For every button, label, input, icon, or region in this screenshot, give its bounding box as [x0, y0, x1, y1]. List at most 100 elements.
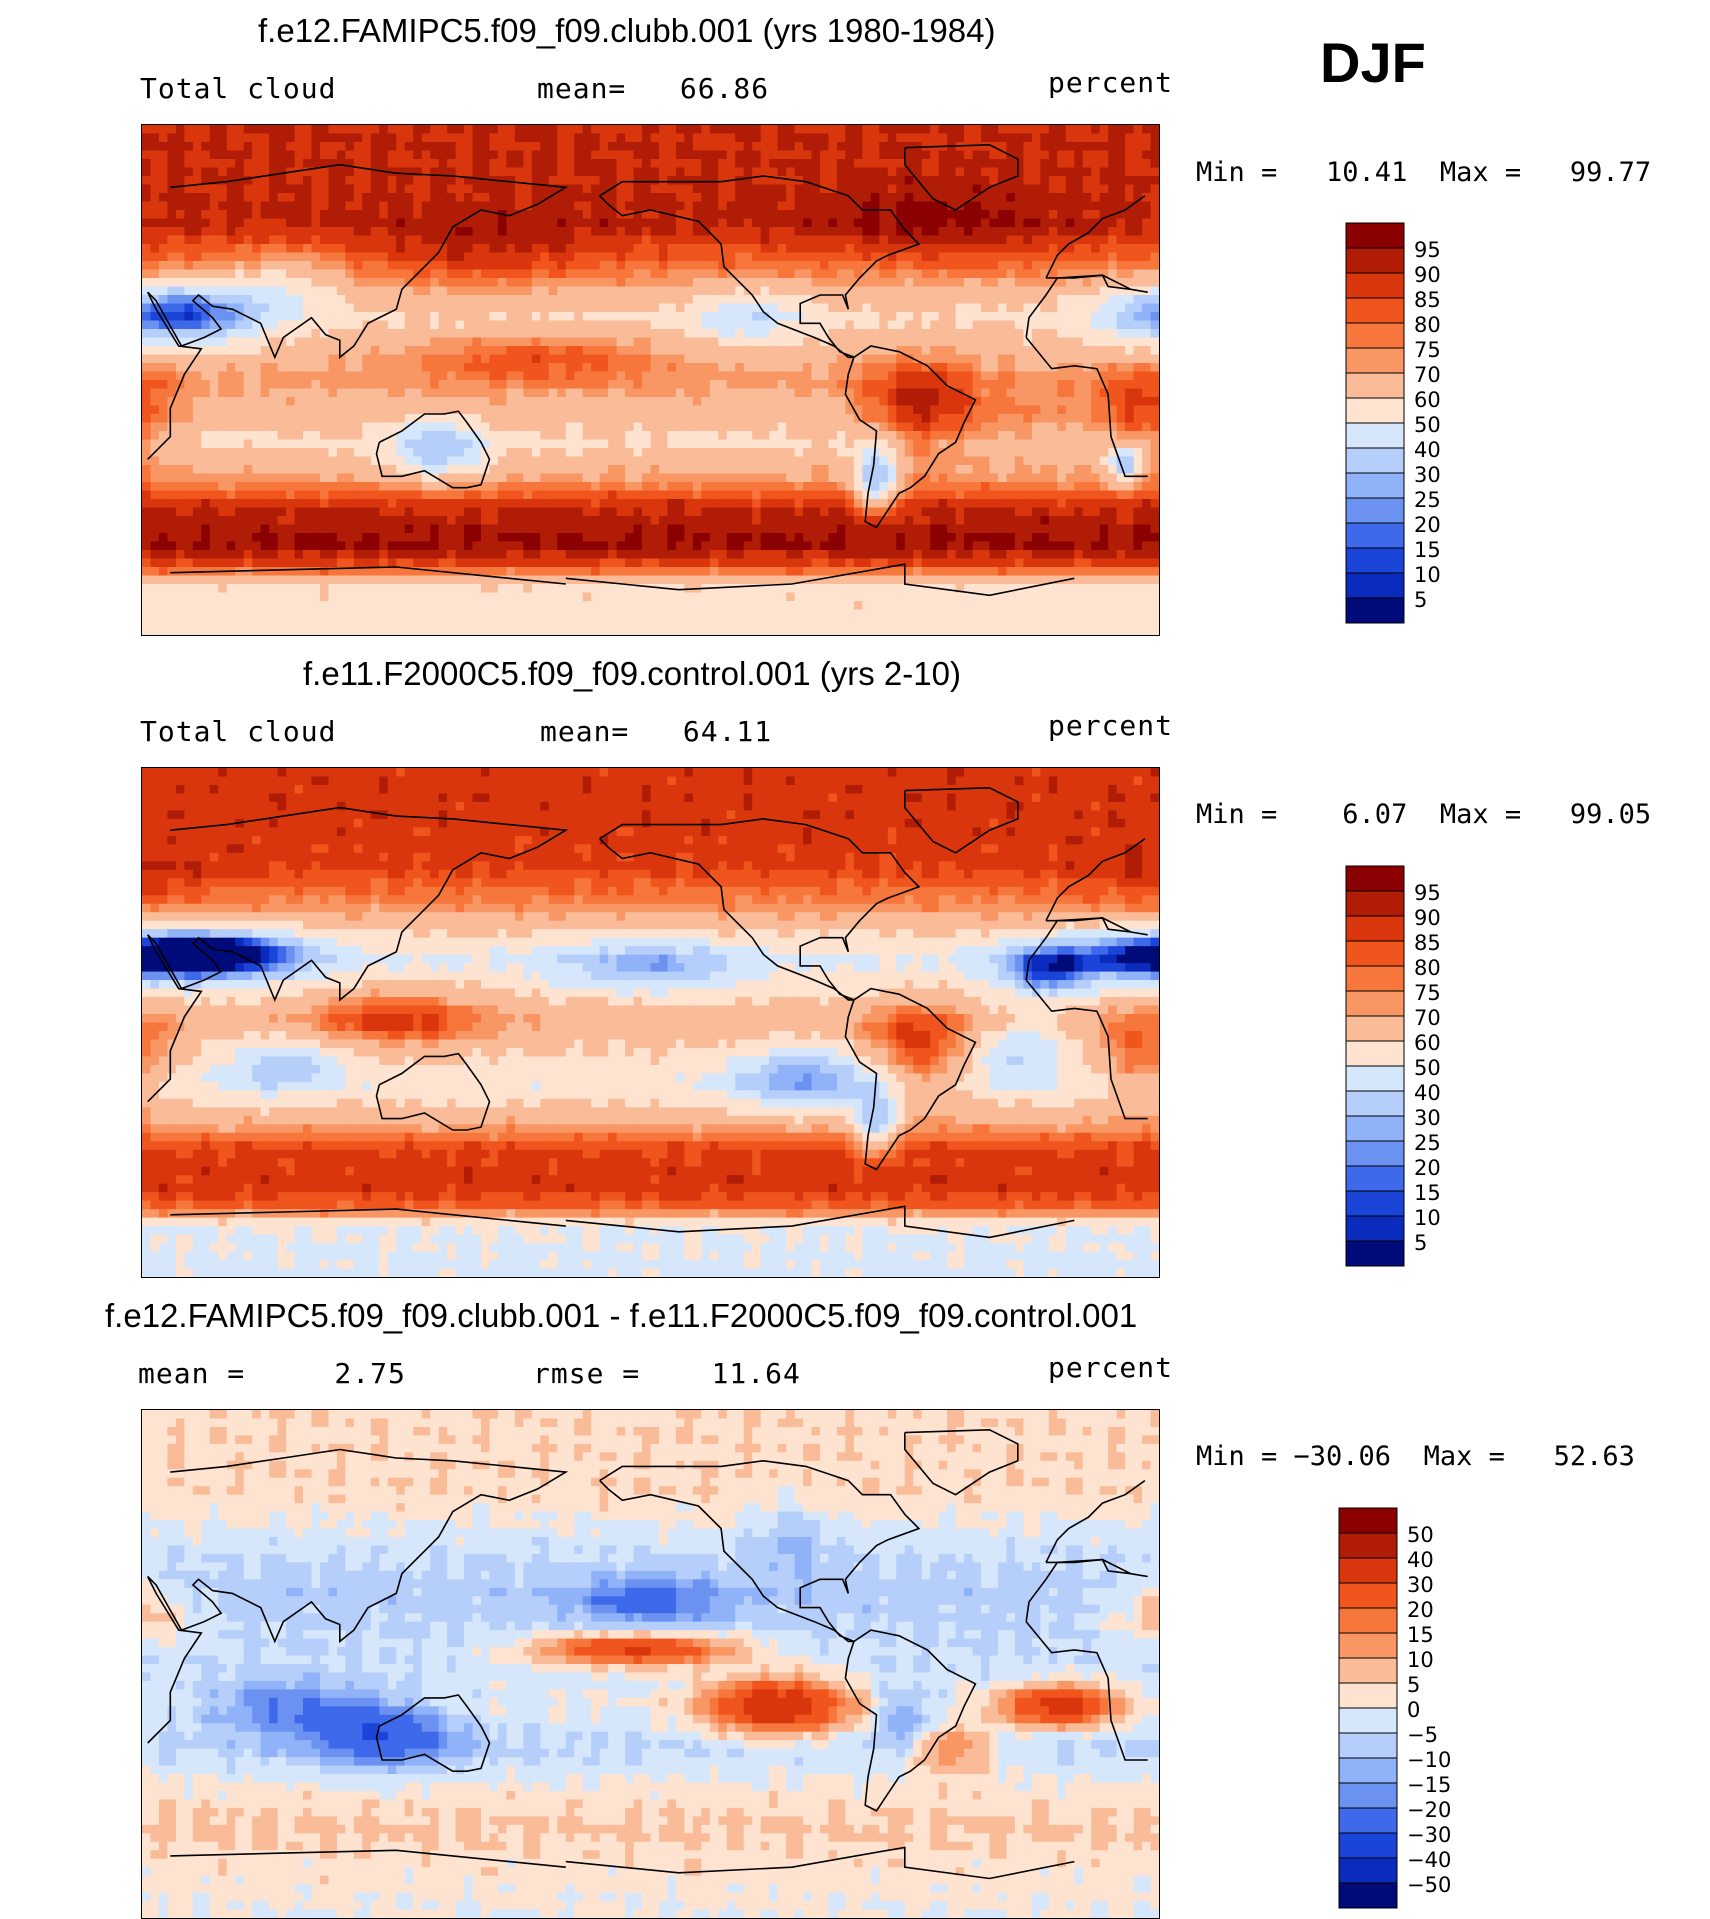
field-cell	[455, 244, 465, 254]
field-cell	[1082, 414, 1092, 424]
field-cell	[692, 201, 702, 211]
field-cell	[591, 363, 601, 373]
field-cell	[752, 405, 762, 415]
field-cell	[218, 133, 228, 143]
field-cell	[820, 278, 830, 288]
field-cell	[591, 227, 601, 237]
field-cell	[421, 431, 431, 441]
field-cell	[701, 201, 711, 211]
field-cell	[1006, 244, 1016, 254]
field-cell	[913, 150, 923, 160]
field-cell	[726, 167, 736, 177]
field-cell	[150, 465, 160, 475]
field-cell	[328, 227, 338, 237]
field-cell	[243, 125, 253, 135]
field-cell	[1150, 312, 1159, 322]
field-cell	[396, 133, 406, 143]
field-cell	[608, 431, 618, 441]
field-cell	[184, 184, 194, 194]
field-cell	[387, 303, 397, 313]
field-cell	[608, 448, 618, 458]
field-cell	[387, 405, 397, 415]
field-cell	[472, 286, 482, 296]
field-cell	[616, 235, 626, 245]
field-cell	[396, 227, 406, 237]
field-cell	[252, 456, 262, 466]
field-cell	[1006, 380, 1016, 390]
field-cell	[709, 312, 719, 322]
field-cell	[709, 473, 719, 483]
field-cell	[506, 125, 516, 135]
field-cell	[701, 210, 711, 220]
field-cell	[1048, 235, 1058, 245]
field-cell	[404, 184, 414, 194]
field-cell	[794, 388, 804, 398]
field-cell	[752, 133, 762, 143]
field-cell	[726, 337, 736, 347]
field-cell	[328, 448, 338, 458]
field-cell	[1074, 252, 1084, 262]
field-cell	[803, 176, 813, 186]
field-cell	[870, 133, 880, 143]
field-cell	[303, 354, 313, 364]
field-cell	[294, 397, 304, 407]
field-cell	[836, 380, 847, 390]
field-cell	[820, 159, 830, 169]
field-cell	[345, 380, 355, 390]
field-cell	[1006, 142, 1016, 152]
field-cell	[472, 329, 482, 339]
field-cell	[718, 473, 728, 483]
field-cell	[269, 235, 279, 245]
field-cell	[413, 363, 423, 373]
field-cell	[396, 397, 406, 407]
field-cell	[269, 346, 279, 356]
field-cell	[777, 184, 787, 194]
field-cell	[260, 456, 270, 466]
field-cell	[1023, 210, 1033, 220]
field-cell	[506, 380, 516, 390]
field-cell	[760, 150, 770, 160]
field-cell	[1082, 422, 1092, 432]
field-cell	[904, 363, 914, 373]
field-cell	[692, 320, 702, 330]
field-cell	[1082, 159, 1092, 169]
field-cell	[557, 235, 567, 245]
field-cell	[142, 320, 152, 330]
field-cell	[675, 371, 685, 381]
field-cell	[192, 150, 202, 160]
field-cell	[692, 422, 702, 432]
field-cell	[1082, 269, 1092, 279]
field-cell	[370, 380, 380, 390]
field-cell	[1014, 159, 1024, 169]
field-cell	[675, 218, 685, 228]
field-cell	[667, 142, 677, 152]
field-cell	[1133, 380, 1143, 390]
field-cell	[1065, 405, 1075, 415]
field-cell	[328, 329, 338, 339]
field-cell	[752, 261, 762, 271]
field-cell	[362, 184, 372, 194]
field-cell	[964, 125, 974, 135]
field-cell	[794, 150, 804, 160]
field-cell	[548, 397, 558, 407]
field-cell	[540, 473, 550, 483]
field-cell	[777, 303, 787, 313]
field-cell	[735, 422, 745, 432]
field-cell	[786, 133, 796, 143]
field-cell	[675, 295, 685, 305]
field-cell	[294, 286, 304, 296]
field-cell	[853, 439, 863, 449]
field-cell	[803, 218, 813, 228]
field-cell	[1074, 346, 1084, 356]
field-cell	[497, 371, 508, 381]
field-cell	[243, 448, 253, 458]
field-cell	[582, 388, 592, 398]
field-cell	[345, 448, 355, 458]
field-cell	[430, 210, 440, 220]
field-cell	[904, 371, 914, 381]
field-cell	[192, 227, 202, 237]
field-cell	[828, 448, 838, 458]
field-cell	[692, 312, 702, 322]
field-cell	[853, 380, 863, 390]
field-cell	[396, 176, 406, 186]
